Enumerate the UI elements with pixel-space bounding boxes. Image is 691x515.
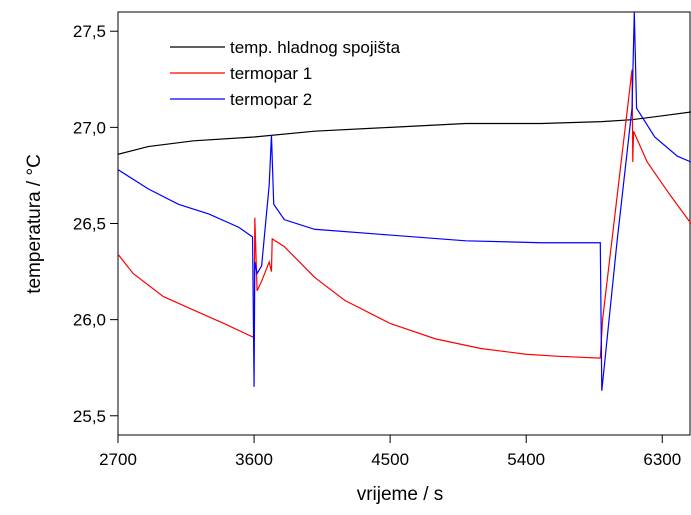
y-axis-label: temperatura / °C <box>24 154 45 294</box>
y-tick-label: 27,0 <box>73 118 106 137</box>
data-line <box>118 69 691 359</box>
data-line <box>118 111 691 155</box>
x-axis-label: vrijeme / s <box>357 484 444 505</box>
legend-label: temp. hladnog spojišta <box>230 38 401 57</box>
legend-label: termopar 1 <box>230 64 312 83</box>
x-tick-label: 3600 <box>235 450 273 469</box>
y-tick-label: 26,5 <box>73 215 106 234</box>
y-tick-label: 27,5 <box>73 22 106 41</box>
x-tick-label: 4500 <box>371 450 409 469</box>
x-tick-label: 6300 <box>643 450 681 469</box>
y-tick-label: 25,5 <box>73 407 106 426</box>
x-tick-label: 5400 <box>507 450 545 469</box>
x-tick-label: 2700 <box>99 450 137 469</box>
lines <box>118 12 691 391</box>
y-tick-label: 26,0 <box>73 311 106 330</box>
legend-label: termopar 2 <box>230 90 312 109</box>
data-line <box>118 12 691 391</box>
